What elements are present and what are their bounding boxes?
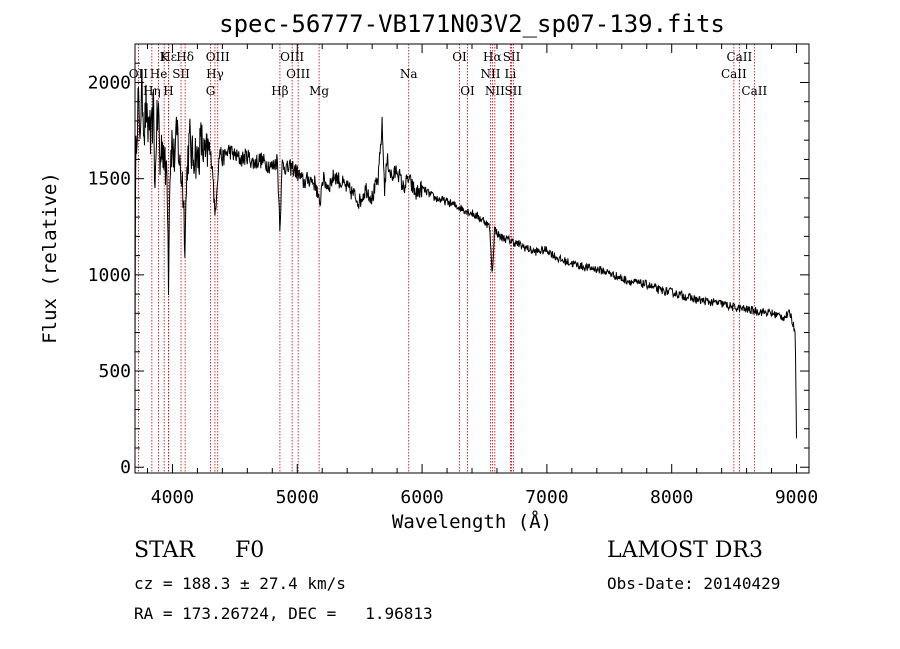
spectral-line-label: K xyxy=(160,50,170,64)
y-axis: 0 500 1000 1500 2000 xyxy=(88,43,809,478)
x-tick-label: 9000 xyxy=(775,487,818,508)
y-tick-label: 1500 xyxy=(88,169,131,190)
spectral-line-label: SII xyxy=(503,50,521,64)
y-axis-label: Flux (relative) xyxy=(39,172,61,344)
x-tick-label: 5000 xyxy=(276,487,319,508)
obs-date-text: Obs-Date: 20140429 xyxy=(607,574,781,593)
spectral-line-label: OI xyxy=(452,50,467,64)
spectral-line-label: Hδ xyxy=(176,50,194,64)
spectral-line-label: OIII xyxy=(280,50,304,64)
y-tick-label: 2000 xyxy=(88,72,131,93)
spectral-line-label: Mg xyxy=(309,84,329,98)
spectral-line-label: Hβ xyxy=(271,84,288,98)
subclass-label: F0 xyxy=(235,538,265,563)
spectral-line-label: OII xyxy=(129,67,149,81)
flux-series-line xyxy=(134,69,797,468)
spectral-line-label: G xyxy=(206,84,216,98)
spectral-line-label: CaII xyxy=(721,67,747,81)
spectral-line-label: H xyxy=(163,84,173,98)
y-tick-label: 1000 xyxy=(88,265,131,286)
spectral-line-label: CaII xyxy=(726,50,752,64)
y-tick-label: 0 xyxy=(120,457,131,478)
spectral-line-label: SII xyxy=(504,84,522,98)
spectral-line-label: Li xyxy=(505,67,517,81)
x-tick-label: 4000 xyxy=(151,487,194,508)
class-label: STAR xyxy=(134,538,195,563)
spectral-line-label: He xyxy=(150,67,168,81)
x-tick-label: 7000 xyxy=(525,487,568,508)
spectral-line-label: NII xyxy=(485,84,505,98)
x-tick-label: 6000 xyxy=(400,487,443,508)
x-tick-label: 8000 xyxy=(650,487,693,508)
spectral-line-label: CaII xyxy=(741,84,767,98)
spectral-line-label: Hα xyxy=(483,50,502,64)
y-tick-label: 500 xyxy=(98,361,131,382)
spectral-line-label: SII xyxy=(172,67,190,81)
spectral-line-label: OIII xyxy=(206,50,230,64)
plot-frame xyxy=(134,43,810,474)
spectral-line-label: OI xyxy=(460,84,475,98)
redshift-text: cz = 188.3 ± 27.4 km/s xyxy=(134,574,346,593)
spectral-line-label: NII xyxy=(480,67,500,81)
coords-text: RA = 173.26724, DEC = 1.96813 xyxy=(134,604,433,623)
spectral-line-label: Hγ xyxy=(206,67,224,81)
x-axis: 4000 5000 6000 7000 8000 9000 xyxy=(146,44,818,508)
x-axis-label: Wavelength (Å) xyxy=(392,510,552,533)
chart-title: spec-56777-VB171N03V2_sp07-139.fits xyxy=(219,10,725,38)
spectral-line-label: OIII xyxy=(286,67,310,81)
spectral-line-label: Na xyxy=(400,67,418,81)
spectral-line-label: Hη xyxy=(143,84,161,98)
survey-label: LAMOST DR3 xyxy=(607,538,763,563)
object-class: STAR F0 xyxy=(134,538,264,563)
